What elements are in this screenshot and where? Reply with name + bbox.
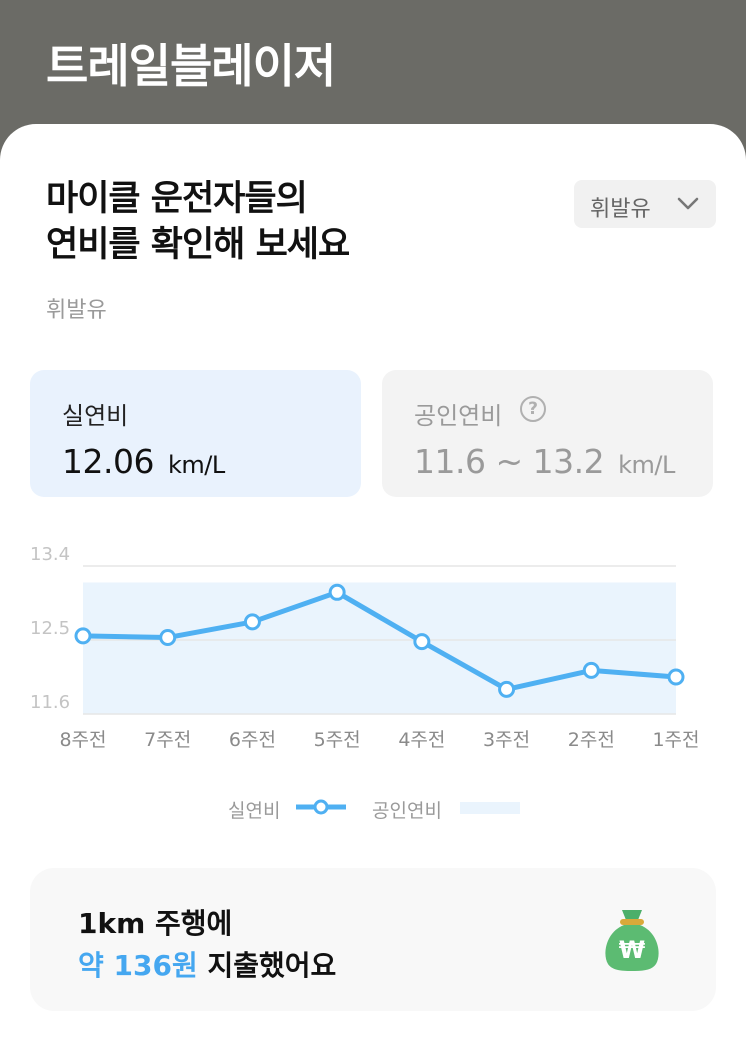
data-point: [243, 613, 261, 631]
official-range-band: [83, 582, 676, 714]
official-efficiency-value: 11.6 ~ 13.2: [414, 442, 605, 481]
content-sheet: 마이클 운전자들의 연비를 확인해 보세요 휘발유 휘발유 실연비 12.06 …: [0, 124, 746, 1048]
real-efficiency-value: 12.06: [62, 442, 154, 481]
x-tick-label: 5주전: [314, 729, 361, 751]
official-efficiency-card: 공인연비 ? 11.6 ~ 13.2 km/L: [382, 370, 713, 497]
x-tick-label: 2주전: [568, 729, 615, 751]
official-efficiency-unit: km/L: [618, 451, 675, 479]
x-tick-label: 4주전: [398, 729, 445, 751]
cost-suffix: 지출했어요: [197, 949, 337, 982]
y-tick-label: 12.5: [30, 618, 70, 639]
app-header: 트레일블레이저: [0, 0, 746, 130]
real-efficiency-line: [80, 589, 679, 692]
data-point: [667, 668, 685, 686]
fuel-efficiency-chart: 13.4 12.5 11.6 8주전 7주전 6주전 5주전 4주전 3주전 2주전 1주전: [30, 544, 700, 751]
money-bag-icon: ₩: [605, 910, 659, 971]
y-tick-label: 11.6: [30, 692, 70, 713]
x-tick-label: 6주전: [229, 729, 276, 751]
real-efficiency-card: 실연비 12.06 km/L: [30, 370, 361, 497]
heading-line-2: 연비를 확인해 보세요: [46, 225, 350, 265]
legend-official-label: 공인연비: [372, 800, 442, 822]
app-title: 트레일블레이저: [46, 39, 336, 93]
cost-line-2: 약 136원 지출했어요: [78, 944, 336, 984]
official-efficiency-value-row: 11.6 ~ 13.2 km/L: [414, 442, 675, 481]
money-bag-glyph: ₩: [619, 936, 646, 964]
legend-real-marker: [296, 799, 346, 815]
fuel-type-dropdown[interactable]: 휘발유: [574, 180, 716, 228]
legend-official-band: [460, 802, 520, 814]
cost-summary-card: 1km 주행에 약 136원 지출했어요 ₩: [30, 868, 716, 1011]
x-tick-label: 3주전: [483, 729, 530, 751]
page-heading: 마이클 운전자들의 연비를 확인해 보세요: [46, 176, 350, 268]
data-point: [413, 633, 431, 651]
data-point: [159, 629, 177, 647]
chart-legend: 실연비 공인연비: [0, 794, 746, 824]
real-efficiency-unit: km/L: [167, 451, 225, 479]
x-tick-label: 1주전: [652, 729, 699, 751]
y-tick-label: 13.4: [30, 544, 70, 565]
cost-line-1: 1km 주행에: [78, 907, 233, 940]
real-efficiency-label: 실연비: [62, 402, 129, 430]
fuel-type-dropdown-label: 휘발유: [590, 197, 651, 222]
heading-line-1: 마이클 운전자들의: [46, 179, 308, 219]
fuel-type-subtitle: 휘발유: [46, 298, 107, 323]
chevron-down-icon: [677, 197, 699, 210]
data-point: [498, 680, 516, 698]
legend-real-label: 실연비: [228, 800, 281, 822]
x-tick-label: 7주전: [144, 729, 191, 751]
official-efficiency-label: 공인연비: [414, 402, 503, 430]
real-efficiency-value-row: 12.06 km/L: [62, 442, 225, 481]
data-point: [328, 583, 346, 601]
x-tick-label: 8주전: [59, 729, 106, 751]
question-circle-icon[interactable]: ?: [520, 396, 546, 422]
cost-amount: 약 136원: [78, 949, 198, 982]
data-point: [74, 627, 92, 645]
data-point: [582, 661, 600, 679]
